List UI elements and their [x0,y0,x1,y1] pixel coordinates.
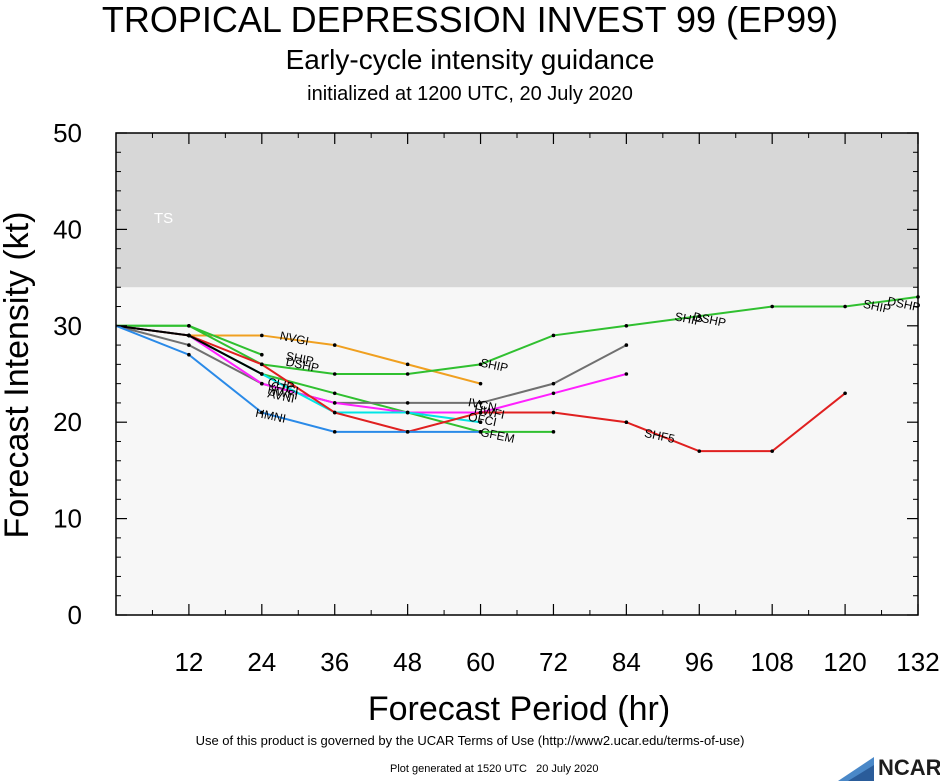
series-label-ofci: OFCI [467,410,498,430]
series-label-shf5: SHF5 [643,426,676,446]
band-ts [116,133,918,288]
series-line-ivcn [115,324,627,404]
data-point-shf5 [843,391,847,396]
data-point-ship [260,352,264,357]
data-point-dshp [843,304,847,309]
series-label-ivcn: IVCN [467,395,498,415]
data-point-shf5 [551,410,556,415]
data-point-gfem [551,430,556,434]
data-point-shf5 [624,420,629,425]
series-layer [115,295,920,453]
x-tick-label: 48 [393,647,422,677]
data-point-gfem [332,391,337,396]
data-point-dshp [478,362,483,367]
x-tick-label: 36 [320,647,349,677]
series-label-dshp: DSHP [692,309,728,330]
data-point-dshp [551,333,556,338]
series-label-ctci: CTCI [269,379,299,399]
series-label-dshp: DSHP [285,355,321,376]
x-tick-label: 60 [466,647,495,677]
series-label-clip: CLIP [266,375,295,394]
terms-of-use-notice: Use of this product is governed by the U… [195,733,745,748]
data-point-hmni [187,352,191,357]
axes: 0 10 20 30 40 50 12 24 36 48 60 72 84 96 108 120 132 [53,118,940,677]
series-label-hwfi: HWFI [266,383,299,403]
data-point-nvgi [260,333,264,338]
band-label-ts: TS [154,210,173,227]
data-point-ofci [478,420,483,425]
data-point-shf5 [478,410,483,415]
series-label-ship: SHIP [674,309,704,329]
data-point-dshp [624,324,629,328]
series-line-hmni [115,324,481,433]
series-line-hwfi [115,324,627,414]
data-point-hmni [478,430,483,434]
x-tick-label: 24 [247,647,276,677]
data-point-shf5 [260,362,264,367]
y-tick-label: 10 [53,504,82,534]
data-point-ship [187,324,191,328]
ncar-logo-text: NCAR [878,755,940,780]
data-point-shf5 [697,449,702,453]
data-point-hmni [332,430,337,434]
ncar-logo-icon [838,757,874,781]
data-point-hwfi [624,372,629,376]
data-point-ivcn [624,343,629,347]
y-tick-label: 30 [53,311,82,341]
data-point-ivcn [187,343,191,347]
data-point-ivcn [478,401,483,405]
x-axis-label: Forecast Period (hr) [368,690,670,728]
chart-initialization-time: initialized at 1200 UTC, 20 July 2020 [307,83,633,105]
series-label-ship: SHIP [285,349,315,369]
generated-timestamp: Plot generated at 1520 UTC 20 July 2020 [390,763,599,775]
data-point-shf5 [332,410,337,415]
data-point-nvgi [332,343,337,347]
series-label-hmni: HMNI [254,406,287,426]
data-point-hwfi [260,381,264,386]
x-tick-label: 12 [174,647,203,677]
data-point-ivcn [405,401,410,405]
y-tick-label: 20 [53,407,82,437]
y-tick-label: 50 [53,118,82,148]
data-point-hmni [260,410,264,415]
x-tick-label: 84 [612,647,641,677]
series-label-nvgi: NVGI [279,329,311,349]
data-point-nvgi [478,381,483,386]
series-label-ship: SHIP [479,356,509,376]
data-point-nvgi [405,362,410,367]
data-point-dshp [332,372,337,376]
series-label-dshp: DSHP [886,294,922,315]
data-point-hwfi [551,391,556,396]
x-tick-label: 108 [750,647,793,677]
data-point-ofci [405,410,410,415]
x-tick-label: 96 [685,647,714,677]
x-tick-label: 132 [896,647,939,677]
y-tick-label: 0 [68,600,82,630]
data-point-ivcn [551,381,556,386]
data-point-clip [260,372,264,376]
chart-subtitle: Early-cycle intensity guidance [285,44,655,75]
data-point-dshp [770,304,774,309]
series-line-dshp [116,295,919,375]
series-labels: NVGIDSHPSHIPGFEMIVCNHWFIOFCISHF5CLIPHMNI… [254,294,921,446]
data-point-clip [187,333,191,338]
data-point-dshp [697,314,702,318]
chart-title: TROPICAL DEPRESSION INVEST 99 (EP99) [101,0,839,40]
data-point-shf5 [770,449,774,453]
data-point-dshp [405,372,410,376]
y-axis-label: Forecast Intensity (kt) [0,212,36,539]
series-label-avni: AVNI [266,386,295,405]
data-point-hmni [405,430,410,434]
series-label-hwfi: HWFI [473,402,506,422]
ncar-logo: NCAR [838,755,940,781]
series-label-ship: SHIP [862,297,892,317]
x-tick-label: 72 [539,647,568,677]
y-tick-label: 40 [53,214,82,244]
data-point-hwfi [332,401,337,405]
x-tick-label: 120 [823,647,866,677]
intensity-bands: TS [116,133,918,288]
